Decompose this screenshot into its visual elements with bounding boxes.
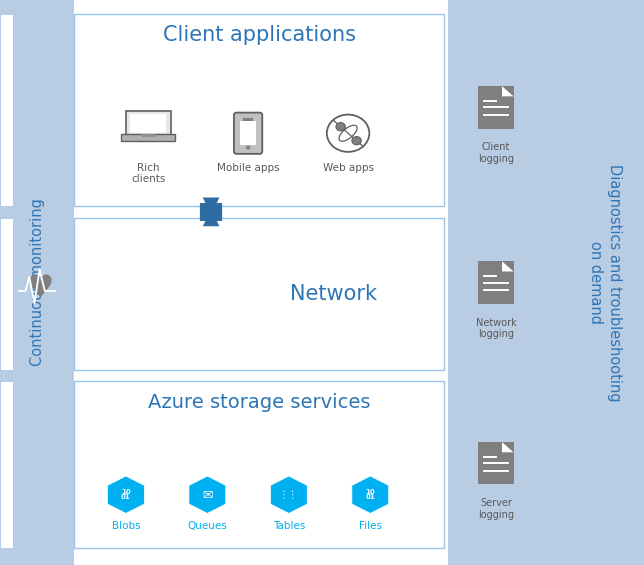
Text: Client
logging: Client logging xyxy=(478,142,514,164)
Bar xyxy=(240,120,256,145)
Text: Diagnostics and troubleshooting
on demand: Diagnostics and troubleshooting on deman… xyxy=(588,164,621,401)
Bar xyxy=(0,0,74,565)
Text: Server
logging: Server logging xyxy=(478,498,514,520)
Bar xyxy=(448,0,644,565)
Text: Web apps: Web apps xyxy=(323,163,374,172)
Text: ♥: ♥ xyxy=(26,273,54,303)
Polygon shape xyxy=(352,476,389,514)
Bar xyxy=(0,381,13,548)
Text: Files: Files xyxy=(359,521,382,531)
Text: Mobile apps: Mobile apps xyxy=(217,163,279,172)
Bar xyxy=(243,118,253,120)
Polygon shape xyxy=(189,476,226,514)
Text: 10
01: 10 01 xyxy=(121,489,131,501)
Bar xyxy=(74,381,444,548)
Text: Client applications: Client applications xyxy=(163,25,355,45)
Bar xyxy=(142,134,155,137)
Text: Azure storage services: Azure storage services xyxy=(148,393,370,412)
Circle shape xyxy=(327,115,370,152)
Text: Blobs: Blobs xyxy=(111,521,140,531)
Bar xyxy=(74,14,444,206)
Bar xyxy=(478,86,514,128)
Text: Network: Network xyxy=(290,284,377,304)
Bar xyxy=(74,218,444,370)
Text: Continuous monitoring: Continuous monitoring xyxy=(30,198,44,367)
Circle shape xyxy=(246,146,251,150)
Bar xyxy=(478,261,514,304)
Polygon shape xyxy=(270,476,307,514)
Polygon shape xyxy=(502,261,514,272)
Text: 10
01: 10 01 xyxy=(365,489,375,501)
Text: ✉: ✉ xyxy=(202,488,213,501)
Text: ⋮⋮: ⋮⋮ xyxy=(279,490,299,499)
Bar xyxy=(478,442,514,485)
Text: Queues: Queues xyxy=(187,521,227,531)
Polygon shape xyxy=(108,476,144,514)
Circle shape xyxy=(336,123,345,131)
Polygon shape xyxy=(502,442,514,452)
Text: Tables: Tables xyxy=(272,521,305,531)
FancyBboxPatch shape xyxy=(121,134,175,141)
Text: Network
logging: Network logging xyxy=(475,318,516,339)
Text: Rich
clients: Rich clients xyxy=(131,163,166,184)
Bar xyxy=(130,114,166,133)
FancyBboxPatch shape xyxy=(234,112,262,154)
Bar xyxy=(0,14,13,206)
Bar xyxy=(0,218,13,370)
FancyBboxPatch shape xyxy=(126,111,171,137)
Circle shape xyxy=(352,137,361,145)
Polygon shape xyxy=(502,86,514,96)
